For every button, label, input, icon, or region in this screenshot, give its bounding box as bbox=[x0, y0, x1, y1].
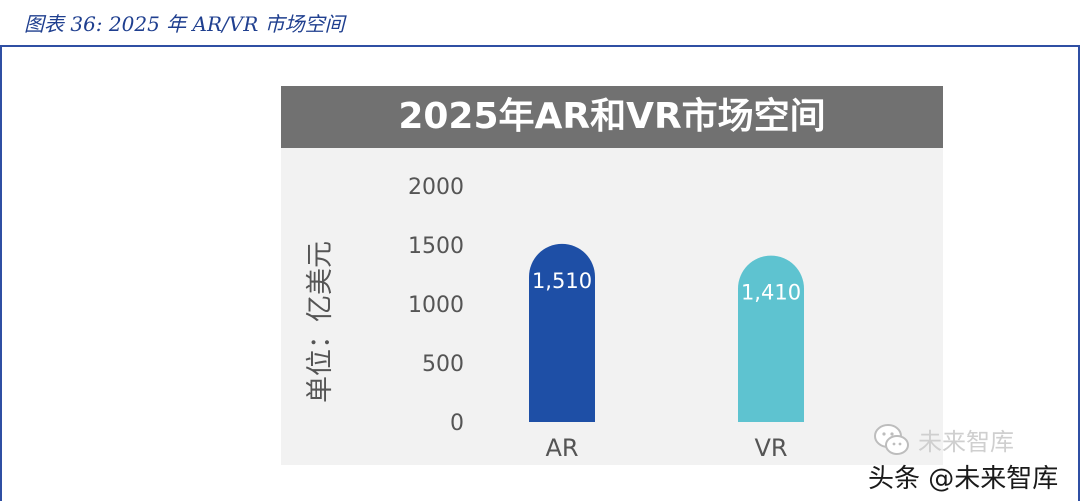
left-border-rule bbox=[0, 46, 2, 501]
y-axis-label: 单位：亿美元 bbox=[305, 241, 336, 403]
y-tick-label: 1000 bbox=[408, 293, 464, 318]
wechat-icon bbox=[874, 424, 909, 455]
y-tick-label: 1500 bbox=[408, 234, 464, 259]
header-rule bbox=[0, 45, 1080, 47]
data-label-vr: 1,410 bbox=[741, 281, 801, 305]
chart-card: 2025年AR和VR市场空间 单位：亿美元 0 500 1000 1500 2000 1,… bbox=[281, 86, 943, 465]
bar-chart-plot: 单位：亿美元 0 500 1000 1500 2000 1,510 AR 1,410 VR bbox=[305, 175, 804, 462]
watermark-text-top: 未来智库 bbox=[918, 428, 1014, 456]
x-category-label-ar: AR bbox=[545, 434, 578, 462]
figure-caption: 图表 36: 2025 年 AR/VR 市场空间 bbox=[24, 12, 345, 36]
y-tick-label: 2000 bbox=[408, 175, 464, 200]
x-category-label-vr: VR bbox=[754, 434, 787, 462]
chart-title: 2025年AR和VR市场空间 bbox=[398, 96, 826, 137]
y-tick-label: 0 bbox=[450, 411, 464, 436]
bar-vr bbox=[738, 255, 804, 422]
bar-ar bbox=[529, 243, 595, 422]
data-label-ar: 1,510 bbox=[532, 269, 592, 293]
right-border-rule bbox=[1078, 46, 1080, 501]
chart-title-bar: 2025年AR和VR市场空间 bbox=[281, 86, 943, 148]
watermark-text-bottom: 头条 @未来智库 bbox=[868, 464, 1059, 494]
y-tick-label: 500 bbox=[422, 352, 464, 377]
figure-header: 图表 36: 2025 年 AR/VR 市场空间 bbox=[0, 0, 1080, 46]
